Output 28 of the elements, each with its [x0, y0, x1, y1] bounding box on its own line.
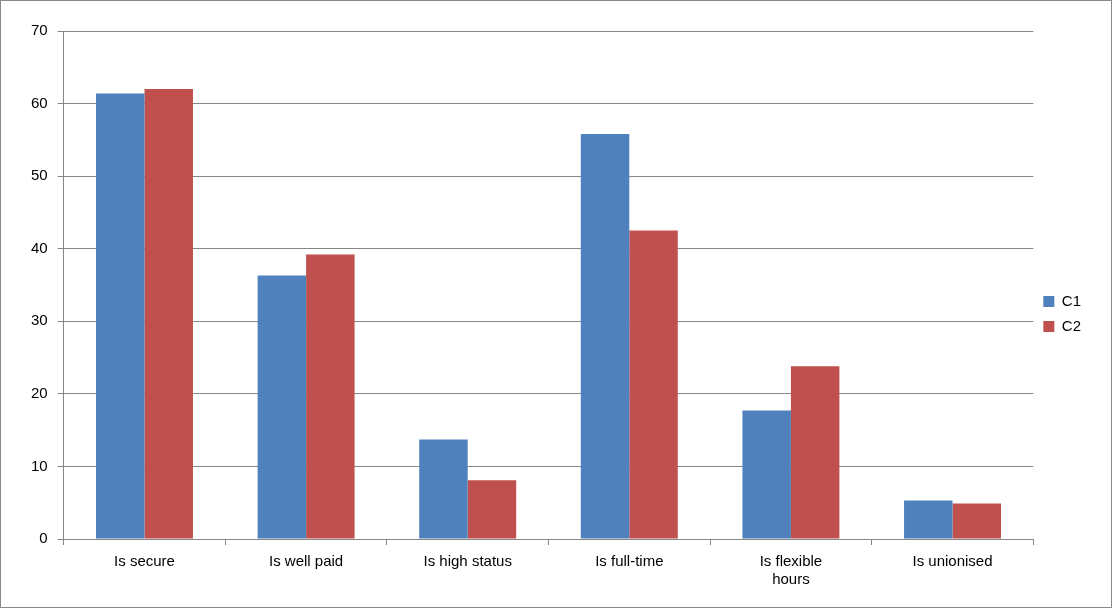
bar	[419, 439, 468, 539]
legend-label: C2	[1061, 316, 1082, 334]
bar	[742, 410, 791, 539]
bar	[306, 254, 355, 539]
bar	[144, 89, 193, 539]
x-tick-label: Is full-time	[595, 552, 664, 570]
bar	[629, 230, 678, 539]
bar	[952, 503, 1001, 539]
bar	[790, 366, 840, 539]
x-tick-label: Is flexible hours	[759, 552, 823, 588]
y-tick-label: 0	[39, 529, 48, 547]
x-tick-label: Is unionised	[912, 552, 993, 570]
bar	[580, 134, 630, 539]
y-tick-label: 40	[31, 238, 48, 256]
bar	[96, 93, 145, 539]
y-tick-label: 60	[31, 93, 48, 111]
y-tick-label: 10	[31, 456, 48, 474]
bar	[904, 500, 953, 539]
x-tick-label: Is secure	[114, 552, 175, 570]
y-tick-label: 70	[31, 21, 48, 39]
bar	[467, 480, 517, 539]
bar	[257, 275, 307, 539]
y-tick-label: 50	[31, 166, 48, 184]
legend-label: C1	[1061, 291, 1082, 309]
y-tick-label: 30	[31, 311, 48, 329]
x-tick-label: Is well paid	[268, 552, 344, 570]
y-tick-label: 20	[31, 384, 48, 401]
x-tick-label: Is high status	[423, 552, 512, 570]
